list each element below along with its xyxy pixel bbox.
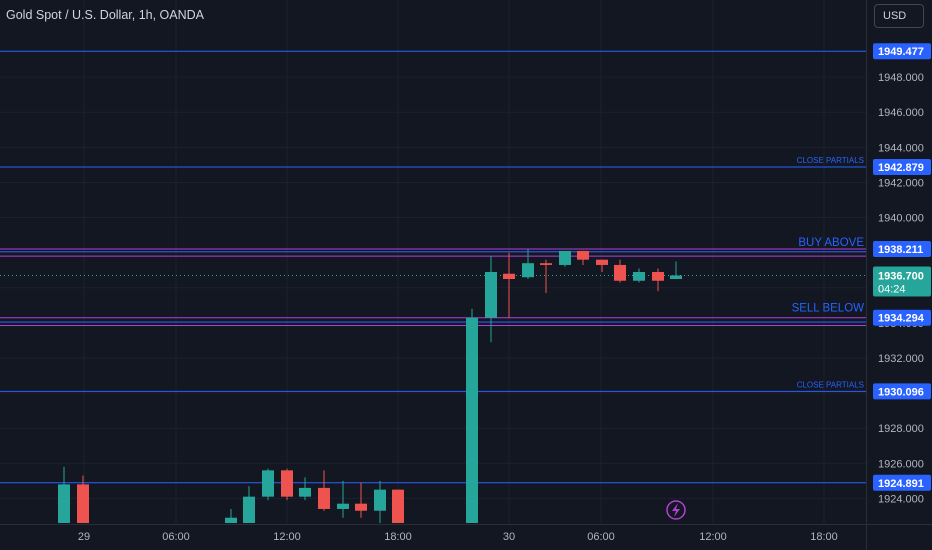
candle-down [577,250,589,260]
candle-down [614,264,626,281]
price-tick-label: 1932.000 [878,353,924,365]
lightning-icon[interactable] [666,500,686,520]
currency-button[interactable]: USD [874,4,924,28]
price-tick-label: 1948.000 [878,72,924,84]
level-text: CLOSE PARTIALS [797,380,864,389]
price-label-bg [873,159,931,176]
candle-up [299,487,311,497]
time-tick-label: 18:00 [384,531,412,543]
price-label: 1938.211 [878,244,923,256]
countdown: 04:24 [878,283,906,295]
level-text: SELL BELOW [792,303,865,315]
level-text: BUY ABOVE [798,237,864,249]
candle-up [374,489,386,511]
time-tick-label: 12:00 [699,531,727,543]
candle-up [225,517,237,523]
level-text: CLOSE PARTIALS [797,156,864,165]
price-tick-label: 1928.000 [878,423,924,435]
candle-down [281,470,293,497]
time-tick-label: 06:00 [587,531,615,543]
candle-up [243,496,255,523]
time-tick-label: 18:00 [810,531,838,543]
price-label: 1924.891 [878,478,924,490]
horizontal-levels: CLOSE PARTIALS BUY ABOVE SELL BELOW CLOSE P… [0,50,866,484]
price-label-bg [873,240,931,257]
price-tick-label: 1940.000 [878,213,924,225]
candle-down [540,263,552,265]
candle-down [392,489,404,523]
candle-down [503,273,515,279]
candle-down [355,503,367,511]
grid [0,0,866,524]
candle-down [77,484,89,523]
candle-up [633,271,645,281]
time-tick-label: 06:00 [162,531,190,543]
price-label-bg [873,383,931,400]
last-price-label-bg [873,266,931,297]
candle-up [670,275,682,279]
price-label: 1949.477 [878,46,924,58]
price-tick-label: 1942.000 [878,177,924,189]
candle-up [262,470,274,497]
candle-down [652,271,664,281]
price-tick-label: 1924.000 [878,493,924,505]
price-label: 1934.294 [878,313,925,325]
last-price-value: 1936.700 [878,270,924,282]
candle-up [522,263,534,278]
price-label-bg [873,309,931,326]
price-label: 1930.096 [878,386,924,398]
candle-up [559,250,571,265]
price-tick-label: 1946.000 [878,107,924,119]
price-tick-label: 1944.000 [878,142,924,154]
price-label: 1942.879 [878,162,924,174]
candle-up [58,484,70,523]
price-tick-label: 1926.000 [878,458,924,470]
time-tick-label: 30 [503,531,515,543]
price-label-bg [873,474,931,491]
price-label-bg [873,43,931,60]
time-tick-label: 29 [78,531,90,543]
symbol-title: Gold Spot / U.S. Dollar, 1h, OANDA [6,8,204,22]
time-axis: 29 06:00 12:00 18:00 30 06:00 12:00 18:00 [78,531,838,543]
candle-down [318,487,330,509]
candles [58,249,682,523]
candle-up [485,271,497,318]
candle-up [337,503,349,509]
candle-down [596,259,608,265]
candle-up [466,317,478,523]
time-tick-label: 12:00 [273,531,301,543]
